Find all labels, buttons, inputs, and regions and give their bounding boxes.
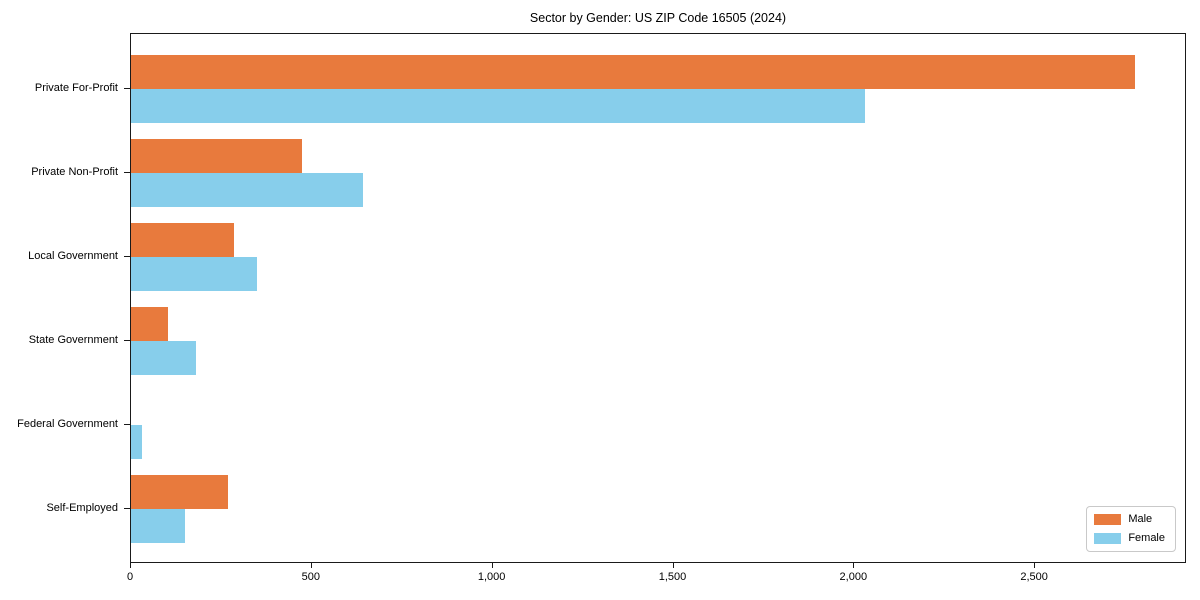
bar-male-private-for-profit (131, 55, 1135, 89)
x-axis-tick-label: 1,500 (658, 571, 687, 583)
bar-female-local-government (131, 257, 257, 291)
legend-item-male: Male (1094, 513, 1165, 526)
x-axis-tick-label: 2,000 (839, 571, 868, 583)
chart-title: Sector by Gender: US ZIP Code 16505 (202… (529, 11, 787, 25)
x-axis-tick (491, 563, 493, 568)
y-axis-label-self-employed: Self-Employed (46, 502, 118, 514)
legend-label-male: Male (1128, 513, 1153, 525)
legend-label-female: Female (1128, 532, 1165, 544)
y-axis-tick (124, 255, 130, 257)
bar-male-local-government (131, 223, 234, 257)
y-axis-label-private-for-profit: Private For-Profit (34, 82, 118, 94)
x-axis-tick (672, 563, 674, 568)
x-axis-tick-label: 2,500 (1020, 571, 1048, 583)
plot-area: Male Female (130, 33, 1186, 563)
bar-male-private-non-profit (131, 139, 303, 173)
legend-swatch-female-icon (1094, 533, 1122, 544)
x-axis-tick-label: 0 (126, 571, 134, 583)
bar-female-state-government (131, 341, 197, 375)
y-axis-tick (124, 423, 130, 425)
y-axis-tick (124, 87, 130, 89)
legend-swatch-male-icon (1094, 514, 1122, 525)
x-axis-tick (1034, 563, 1036, 568)
y-axis-tick (124, 171, 130, 173)
bar-male-self-employed (131, 475, 228, 509)
legend: Male Female (1086, 506, 1176, 552)
y-axis-label-federal-government: Federal Government (17, 418, 118, 430)
y-axis-label-private-non-profit: Private Non-Profit (31, 166, 118, 178)
x-axis-tick-label: 500 (301, 571, 320, 583)
y-axis-tick (124, 339, 130, 341)
bar-female-private-non-profit (131, 173, 363, 207)
bar-female-self-employed (131, 509, 185, 543)
x-axis-tick-label: 1,000 (477, 571, 506, 583)
y-axis-label-local-government: Local Government (28, 250, 118, 262)
bar-female-private-for-profit (131, 89, 866, 123)
bar-female-federal-government (131, 425, 142, 459)
x-axis-tick (310, 563, 312, 568)
y-axis-label-state-government: State Government (28, 334, 118, 346)
x-axis: 0 500 1,000 1,500 2,000 2,500 (127, 563, 1186, 595)
x-axis-tick (853, 563, 855, 568)
y-axis-tick (124, 507, 130, 509)
bar-male-state-government (131, 307, 168, 341)
y-axis: Private For-Profit Private Non-Profit Loca… (0, 33, 130, 563)
x-axis-tick (130, 563, 131, 568)
legend-item-female: Female (1094, 532, 1165, 545)
